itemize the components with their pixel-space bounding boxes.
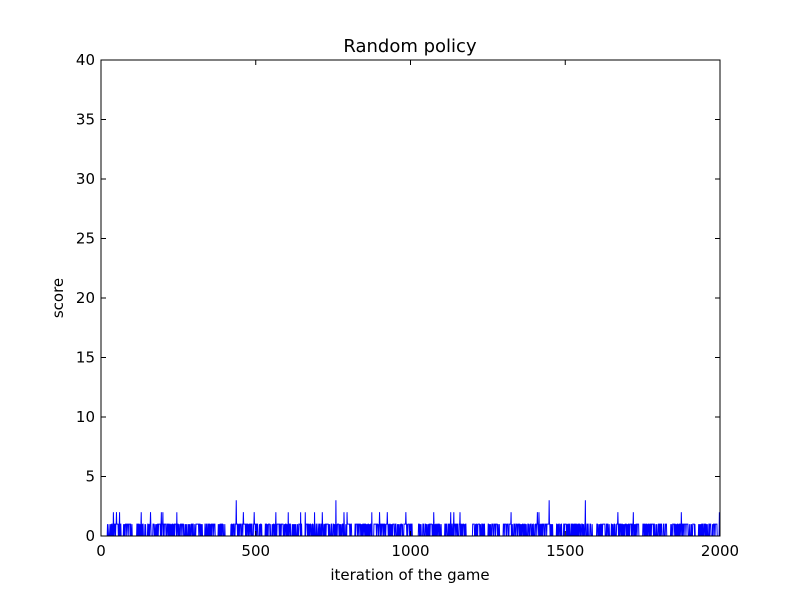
plot-frame <box>100 59 721 537</box>
axis-ticks: 0 500 1000 1500 2000 0 5 10 15 20 25 30 35 40 <box>76 51 739 560</box>
y-tick-label: 15 <box>76 349 95 367</box>
y-tick-label: 10 <box>76 408 95 426</box>
x-tick-label: 1500 <box>546 542 584 560</box>
y-tick-label: 35 <box>76 111 95 129</box>
y-tick-label: 0 <box>85 527 95 545</box>
y-axis-label: score <box>49 278 67 318</box>
x-tick-label: 1000 <box>391 542 429 560</box>
x-tick-label: 2000 <box>701 542 739 560</box>
plot-area <box>101 500 721 537</box>
x-tick-label: 0 <box>96 542 106 560</box>
y-tick-label: 20 <box>76 289 95 307</box>
y-tick-label: 25 <box>76 230 95 248</box>
x-tick-label: 500 <box>241 542 270 560</box>
chart-title: Random policy <box>343 36 477 57</box>
y-tick-label: 5 <box>85 468 95 486</box>
series-line <box>101 500 721 537</box>
y-tick-label: 40 <box>76 51 95 69</box>
x-axis-label: iteration of the game <box>330 566 489 584</box>
y-tick-label: 30 <box>76 170 95 188</box>
